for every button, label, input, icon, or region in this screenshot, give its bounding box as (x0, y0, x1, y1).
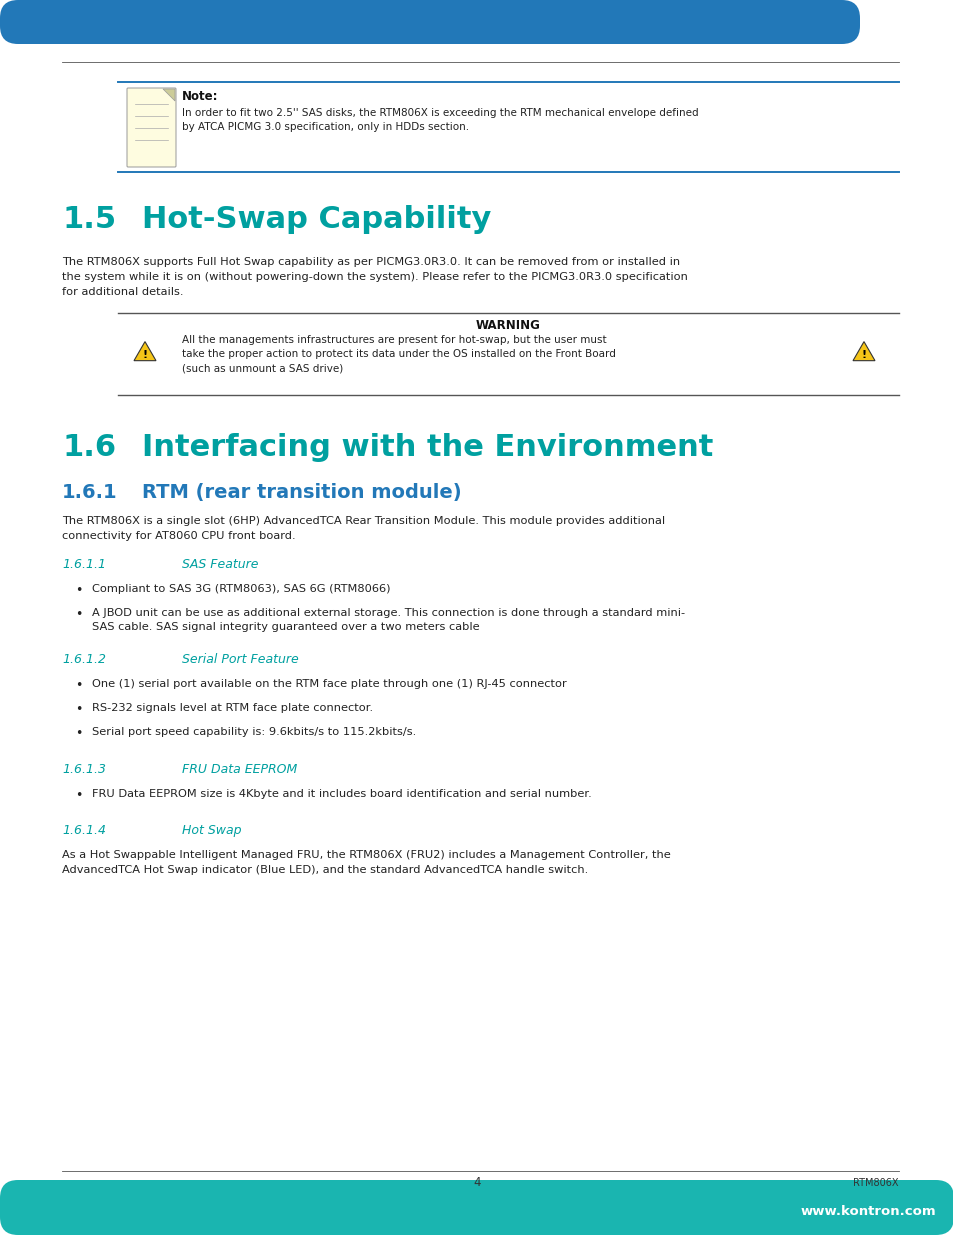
Text: 1.6: 1.6 (62, 433, 116, 462)
Text: 1.6.1.1: 1.6.1.1 (62, 558, 106, 571)
Text: WARNING: WARNING (476, 319, 540, 332)
FancyBboxPatch shape (0, 1179, 953, 1235)
FancyBboxPatch shape (0, 0, 859, 44)
Text: 1.6.1.4: 1.6.1.4 (62, 824, 106, 837)
Text: SAS Feature: SAS Feature (182, 558, 258, 571)
Text: Serial port speed capability is: 9.6kbits/s to 115.2kbits/s.: Serial port speed capability is: 9.6kbit… (91, 727, 416, 737)
Text: Compliant to SAS 3G (RTM8063), SAS 6G (RTM8066): Compliant to SAS 3G (RTM8063), SAS 6G (R… (91, 584, 390, 594)
Text: All the managements infrastructures are present for hot-swap, but the user must
: All the managements infrastructures are … (182, 335, 616, 374)
FancyBboxPatch shape (127, 88, 175, 167)
Polygon shape (163, 89, 174, 101)
Text: 1.5: 1.5 (62, 205, 116, 233)
Text: •: • (75, 789, 82, 802)
Text: A JBOD unit can be use as additional external storage. This connection is done t: A JBOD unit can be use as additional ext… (91, 608, 684, 632)
Text: •: • (75, 584, 82, 597)
Text: FRU Data EEPROM size is 4Kbyte and it includes board identification and serial n: FRU Data EEPROM size is 4Kbyte and it in… (91, 789, 591, 799)
Text: 1.6.1.2: 1.6.1.2 (62, 653, 106, 666)
Text: !: ! (861, 350, 865, 359)
Text: •: • (75, 679, 82, 692)
Text: Hot Swap: Hot Swap (182, 824, 241, 837)
Text: Serial Port Feature: Serial Port Feature (182, 653, 298, 666)
Text: RTM806X: RTM806X (853, 1178, 898, 1188)
Text: 4: 4 (473, 1177, 480, 1189)
Text: The RTM806X is a single slot (6HP) AdvancedTCA Rear Transition Module. This modu: The RTM806X is a single slot (6HP) Advan… (62, 516, 664, 541)
Text: 1.6.1: 1.6.1 (62, 483, 117, 501)
Text: Note:: Note: (182, 90, 218, 103)
Text: As a Hot Swappable Intelligent Managed FRU, the RTM806X (FRU2) includes a Manage: As a Hot Swappable Intelligent Managed F… (62, 850, 670, 874)
Text: RS-232 signals level at RTM face plate connector.: RS-232 signals level at RTM face plate c… (91, 703, 373, 713)
Text: In order to fit two 2.5'' SAS disks, the RTM806X is exceeding the RTM mechanical: In order to fit two 2.5'' SAS disks, the… (182, 107, 698, 132)
Text: FRU Data EEPROM: FRU Data EEPROM (182, 763, 297, 776)
Text: The RTM806X supports Full Hot Swap capability as per PICMG3.0R3.0. It can be rem: The RTM806X supports Full Hot Swap capab… (62, 257, 687, 296)
Text: •: • (75, 727, 82, 740)
Text: 1.6.1.3: 1.6.1.3 (62, 763, 106, 776)
Text: •: • (75, 703, 82, 716)
Text: One (1) serial port available on the RTM face plate through one (1) RJ-45 connec: One (1) serial port available on the RTM… (91, 679, 566, 689)
Text: •: • (75, 608, 82, 621)
Text: www.kontron.com: www.kontron.com (800, 1205, 935, 1219)
Text: RTM (rear transition module): RTM (rear transition module) (142, 483, 461, 501)
Text: !: ! (142, 350, 148, 359)
Text: Hot-Swap Capability: Hot-Swap Capability (142, 205, 491, 233)
Polygon shape (133, 342, 156, 361)
Polygon shape (852, 342, 874, 361)
Text: Interfacing with the Environment: Interfacing with the Environment (142, 433, 713, 462)
